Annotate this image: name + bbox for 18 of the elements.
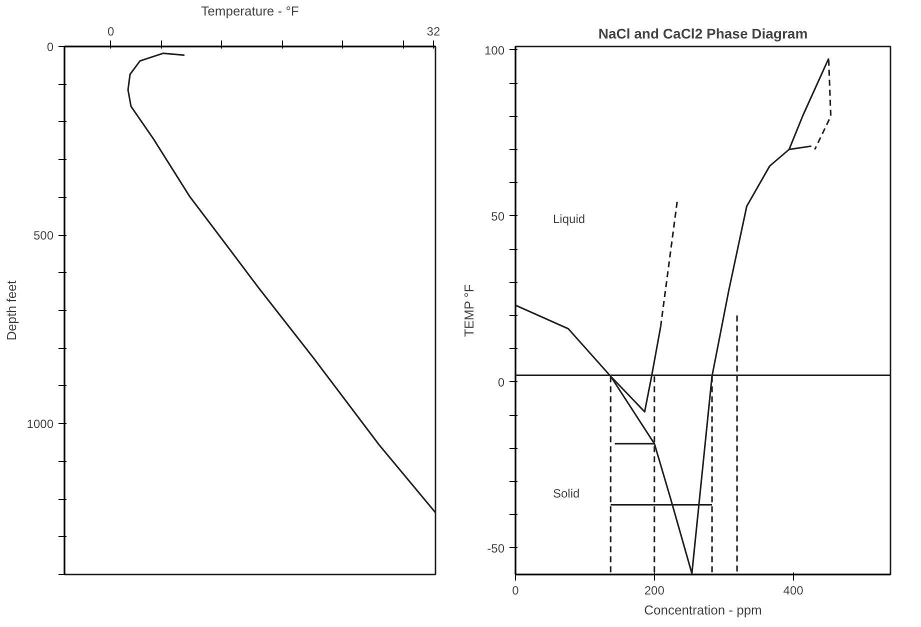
x-tick-label: 0 [512,584,520,598]
y-tick-label: -50 [487,541,505,556]
x-axis-title: Temperature - °F [201,4,299,18]
y-tick-label: 500 [33,228,54,243]
x-tick-label: 400 [783,584,804,598]
y-tick-label: 100 [484,43,505,58]
y-tick-label: 1000 [26,417,54,432]
annotation: Solid [553,486,580,501]
chart-title: NaCl and CaCl2 Phase Diagram [598,26,808,42]
x-tick-label: 200 [644,584,665,598]
annotation: Liquid [553,212,586,226]
x-tick-label: 32 [426,24,440,38]
y-axis-title: Depth feet [4,280,19,340]
y-tick-label: 0 [498,375,505,390]
y-axis-title: TEMP °F [461,284,476,337]
y-tick-label: 0 [46,40,54,54]
x-axis-title: Concentration - ppm [644,602,762,618]
y-tick-label: 50 [491,209,505,224]
